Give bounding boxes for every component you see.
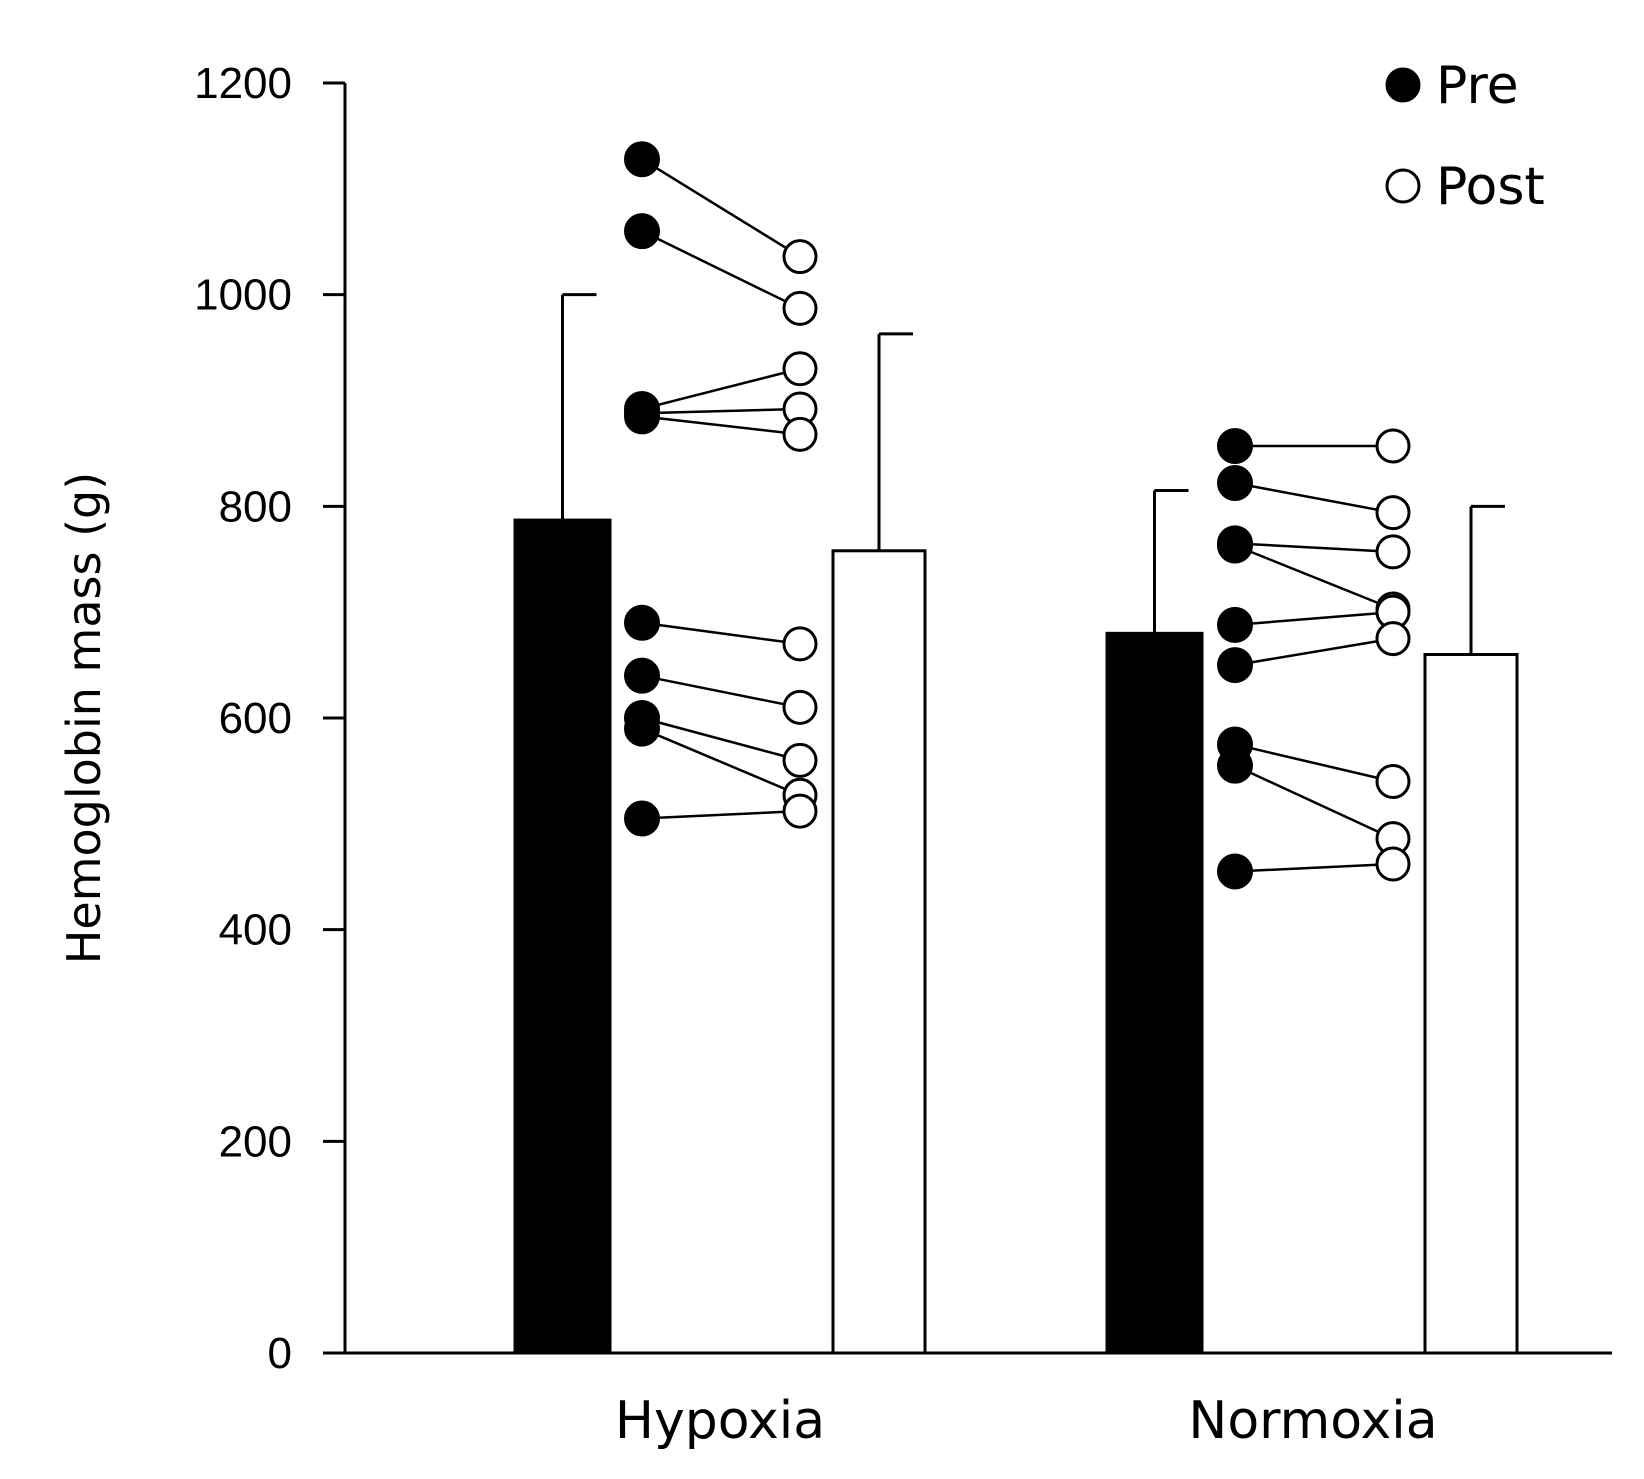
pre-point: [624, 141, 660, 178]
legend-post-marker: [1385, 168, 1421, 204]
category-label-normoxia: Normoxia: [1188, 1391, 1437, 1451]
post-point: [782, 239, 818, 275]
post-point: [782, 416, 818, 452]
pair-line: [1234, 862, 1394, 873]
pair-line: [1234, 542, 1394, 554]
pre-point: [1217, 527, 1253, 564]
legend-pre-label: Pre: [1436, 56, 1519, 116]
pair-line: [641, 158, 801, 258]
pair-line: [1234, 610, 1394, 627]
pair-line: [1234, 481, 1394, 514]
pair-line: [641, 407, 801, 415]
pre-point: [624, 604, 660, 641]
pair-line: [641, 727, 801, 797]
pre-point: [624, 710, 660, 747]
y-tick-label: 1000: [194, 271, 292, 320]
pre-point: [624, 657, 660, 694]
category-label-hypoxia: Hypoxia: [615, 1391, 825, 1451]
legend-pre-marker: [1385, 67, 1421, 103]
post-point: [1375, 534, 1411, 570]
pre-point: [1217, 606, 1253, 643]
pair-line: [641, 621, 801, 646]
post-point: [782, 351, 818, 387]
pre-point: [1217, 465, 1253, 502]
post-point: [782, 793, 818, 829]
y-tick-label: 200: [219, 1117, 292, 1166]
pre-point: [1217, 747, 1253, 784]
bar-post-normoxia: [1423, 653, 1519, 1355]
pair-line: [641, 230, 801, 310]
bar-pre-normoxia: [1105, 631, 1204, 1355]
post-point: [782, 742, 818, 778]
pair-line: [1234, 743, 1394, 783]
bar-post-hypoxia: [831, 549, 927, 1355]
pre-point: [1217, 647, 1253, 684]
post-point: [1375, 846, 1411, 882]
y-tick-label: 1200: [194, 59, 292, 108]
pre-point: [624, 213, 660, 250]
pre-point: [1217, 853, 1253, 890]
post-point: [1375, 621, 1411, 657]
post-point: [782, 689, 818, 725]
bar-pre-hypoxia: [513, 518, 612, 1355]
pre-point: [1217, 428, 1253, 465]
post-point: [1375, 764, 1411, 799]
pair-line: [641, 415, 801, 436]
pair-line: [641, 367, 801, 411]
pair-line: [641, 809, 801, 820]
pre-point: [624, 800, 660, 837]
pair-line: [641, 716, 801, 762]
y-tick-label: 400: [219, 906, 292, 955]
y-tick-label: 800: [219, 482, 292, 531]
y-tick-label: 600: [219, 694, 292, 743]
pair-line: [1234, 637, 1394, 667]
post-point: [1375, 428, 1411, 464]
y-tick-label: 0: [268, 1329, 292, 1378]
pair-line: [1234, 544, 1394, 611]
legend-post-label: Post: [1436, 157, 1545, 217]
pair-line: [1234, 764, 1394, 840]
y-axis-label: Hemoglobin mass (g): [57, 472, 111, 964]
post-point: [782, 626, 818, 662]
pair-line: [641, 674, 801, 709]
post-point: [782, 290, 818, 326]
pre-point: [624, 398, 660, 435]
post-point: [1375, 495, 1411, 531]
